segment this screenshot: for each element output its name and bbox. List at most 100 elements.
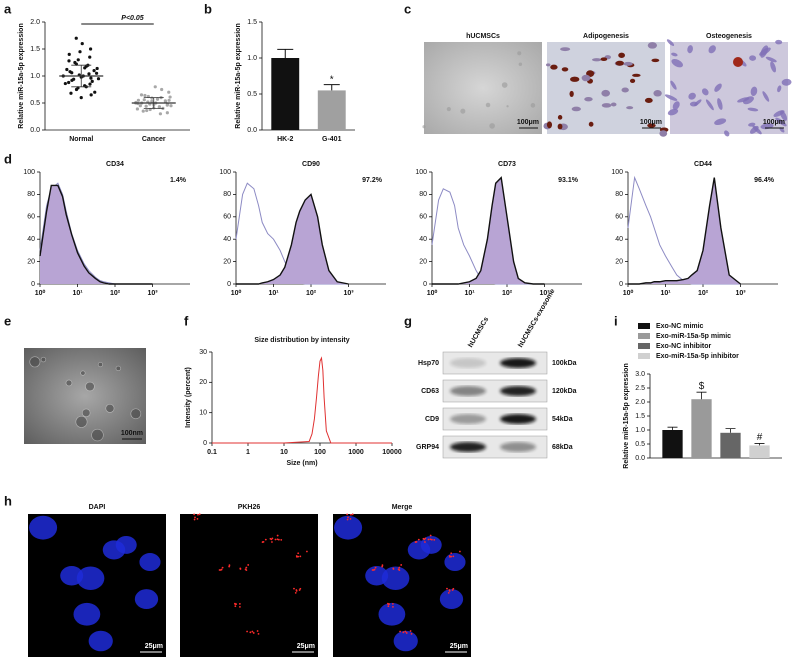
error-bar	[696, 391, 707, 400]
cell	[748, 122, 756, 127]
area	[432, 177, 545, 284]
annotation: P<0.05	[121, 15, 143, 22]
vesicle	[105, 403, 115, 413]
percentage: 93.1%	[558, 177, 579, 184]
cell	[647, 42, 658, 49]
y-tick-label: 0.0	[30, 127, 40, 134]
data-point	[158, 112, 163, 116]
data-point	[163, 99, 167, 103]
legend-swatch	[638, 343, 650, 349]
cell	[779, 127, 785, 133]
data-point	[165, 111, 169, 115]
y-tick-label: 2.5	[635, 385, 645, 392]
pkh26-dot	[277, 538, 280, 541]
data-point	[79, 96, 83, 100]
pkh26-dot	[349, 517, 352, 520]
y-tick-label: 80	[223, 191, 231, 198]
cell	[601, 103, 612, 108]
legend-label: Exo-miR-15a-5p inhibitor	[656, 353, 739, 360]
cell	[422, 125, 426, 129]
y-tick-label: 10	[199, 410, 207, 417]
data-point	[145, 108, 149, 113]
y-tick-label: 40	[615, 236, 623, 243]
line	[212, 356, 392, 444]
vesicle	[130, 408, 142, 420]
percentage: 1.4%	[170, 177, 187, 184]
data-point	[144, 104, 148, 108]
legend-swatch	[638, 333, 650, 339]
y-tick-label: 20	[27, 258, 35, 265]
y-tick-label: 0	[423, 281, 427, 288]
cell	[672, 101, 680, 110]
y-tick-label: 0.0	[247, 127, 257, 134]
pkh26-dot	[238, 602, 241, 605]
data-point	[69, 91, 73, 95]
blot-strip	[442, 379, 548, 403]
protein-label: Hsp70	[418, 360, 439, 367]
pkh26-dot	[350, 513, 352, 516]
y-tick-label: 20	[199, 379, 207, 386]
panel-letter: c	[404, 1, 411, 16]
pkh26-dot	[409, 630, 412, 632]
x-tick-label: 10⁰	[35, 289, 46, 297]
line	[236, 193, 349, 285]
cell	[775, 117, 787, 127]
cell	[670, 80, 677, 90]
x-tick-label: G-401	[322, 136, 342, 143]
data-point	[165, 103, 169, 107]
nucleus	[444, 553, 466, 572]
cell	[446, 107, 451, 112]
x-tick-label: 10¹	[660, 290, 671, 297]
x-tick-label: 10³	[147, 290, 158, 297]
pkh26-dot	[381, 564, 384, 567]
error-bar	[71, 64, 92, 88]
pkh26-dot	[271, 537, 274, 540]
data-point	[142, 98, 146, 102]
scale-label: 100nm	[121, 430, 143, 437]
cell	[765, 56, 777, 63]
cell	[724, 130, 730, 137]
y-tick-label: 30	[199, 349, 207, 356]
tem-image	[24, 348, 146, 444]
pkh26-dot	[196, 517, 199, 520]
scale-label: 100μm	[640, 119, 662, 126]
data-point	[88, 55, 92, 59]
y-tick-label: 100	[23, 169, 35, 176]
band	[500, 358, 536, 368]
pkh26-dot	[297, 552, 300, 555]
cell	[485, 102, 491, 108]
cell	[747, 107, 759, 112]
image-bg	[424, 42, 542, 134]
bar	[691, 399, 712, 458]
data-point	[157, 105, 161, 109]
cell	[546, 63, 551, 67]
x-tick-label: 10000	[382, 449, 402, 456]
panel-letter: a	[4, 1, 12, 16]
cell	[705, 99, 714, 111]
data-point	[95, 66, 99, 71]
data-point	[155, 97, 160, 101]
cell	[530, 103, 536, 108]
y-tick-label: 0	[619, 281, 623, 288]
cell	[584, 97, 593, 102]
pkh26-dot	[221, 566, 224, 569]
error-bar	[143, 97, 164, 109]
pkh26-dot	[257, 632, 260, 635]
pkh26-dot	[234, 605, 237, 608]
x-tick-label: 10⁰	[623, 289, 634, 297]
bar	[749, 445, 770, 458]
scale-label: 25μm	[450, 643, 468, 650]
y-tick-label: 2.0	[635, 399, 645, 406]
pkh26-dot	[452, 587, 455, 590]
bar	[720, 432, 741, 458]
data-point	[143, 93, 147, 98]
pkh26-dot	[234, 603, 237, 605]
x-axis-label: Size (nm)	[286, 460, 317, 467]
line	[628, 177, 741, 285]
pkh26-dot	[424, 541, 426, 543]
line	[432, 176, 545, 285]
panel-letter: i	[614, 313, 618, 328]
pkh26-dot	[264, 538, 267, 541]
chart-title: CD44	[694, 161, 712, 168]
pkh26-dot	[397, 568, 400, 571]
